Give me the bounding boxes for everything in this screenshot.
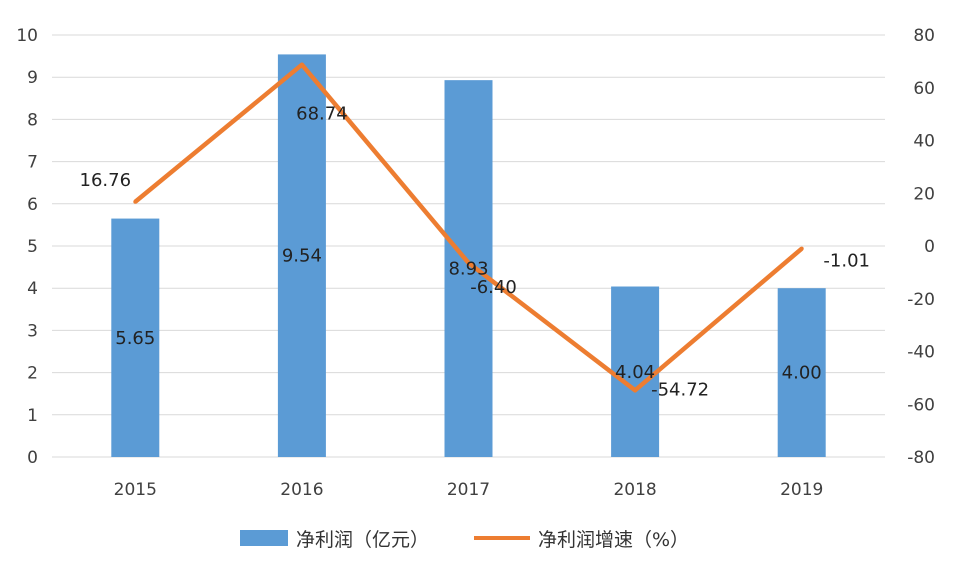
left-tick-label: 10: [16, 26, 38, 46]
left-tick-label: 4: [27, 279, 38, 299]
right-tick-label: 0: [924, 237, 935, 257]
right-axis-ticks: -80 -60 -40 -20 0 20 40 60 80: [907, 26, 935, 468]
right-tick-label: -20: [907, 290, 935, 310]
bar: [444, 80, 493, 458]
x-axis-ticks: 2015 2016 2017 2018 2019: [114, 480, 824, 500]
bar-value-label: 4.00: [782, 363, 822, 384]
right-tick-label: -80: [907, 448, 935, 468]
line-point: [799, 246, 804, 251]
legend-label-line: 净利润增速（%）: [538, 529, 689, 551]
legend-label-bar: 净利润（亿元）: [296, 529, 429, 551]
line-point: [466, 260, 471, 265]
right-tick-label: -40: [907, 343, 935, 363]
line-value-label: -6.40: [470, 277, 517, 298]
x-tick-label: 2019: [780, 480, 823, 500]
right-tick-label: 20: [913, 184, 935, 204]
line-point: [299, 62, 304, 67]
x-tick-label: 2017: [447, 480, 490, 500]
bar-data-labels: 5.65 9.54 8.93 4.04 4.00: [115, 246, 821, 384]
left-axis-ticks: 0 1 2 3 4 5 6 7 8 9 10: [16, 26, 38, 468]
left-tick-label: 0: [27, 448, 38, 468]
line-point: [633, 388, 638, 393]
bar: [777, 288, 826, 457]
line-value-label: -1.01: [823, 251, 870, 272]
x-tick-label: 2018: [613, 480, 656, 500]
right-tick-label: 80: [913, 26, 935, 46]
line-value-label: 68.74: [296, 104, 348, 125]
left-tick-label: 3: [27, 321, 38, 341]
left-tick-label: 9: [27, 68, 38, 88]
right-tick-label: -60: [907, 395, 935, 415]
left-tick-label: 5: [27, 237, 38, 257]
line-series: [133, 62, 804, 393]
line-value-label: 16.76: [80, 170, 132, 191]
legend: 净利润（亿元） 净利润增速（%）: [240, 529, 689, 551]
bar-value-label: 8.93: [448, 259, 488, 280]
bar-series: [111, 54, 826, 458]
line-data-labels: 16.76 68.74 -6.40 -54.72 -1.01: [80, 104, 870, 401]
bar: [277, 54, 326, 458]
right-tick-label: 60: [913, 79, 935, 99]
right-tick-label: 40: [913, 132, 935, 152]
left-tick-label: 1: [27, 406, 38, 426]
x-tick-label: 2016: [280, 480, 323, 500]
left-tick-label: 8: [27, 110, 38, 130]
bar-value-label: 5.65: [115, 328, 155, 349]
left-tick-label: 7: [27, 153, 38, 173]
line-value-label: -54.72: [651, 379, 709, 400]
x-tick-label: 2015: [114, 480, 157, 500]
bar-value-label: 4.04: [615, 362, 655, 383]
line-point: [133, 199, 138, 204]
left-tick-label: 6: [27, 195, 38, 215]
legend-swatch-bar: [240, 530, 288, 546]
left-tick-label: 2: [27, 364, 38, 384]
bar: [611, 286, 660, 457]
bar: [111, 218, 160, 457]
bar-value-label: 9.54: [282, 246, 322, 267]
